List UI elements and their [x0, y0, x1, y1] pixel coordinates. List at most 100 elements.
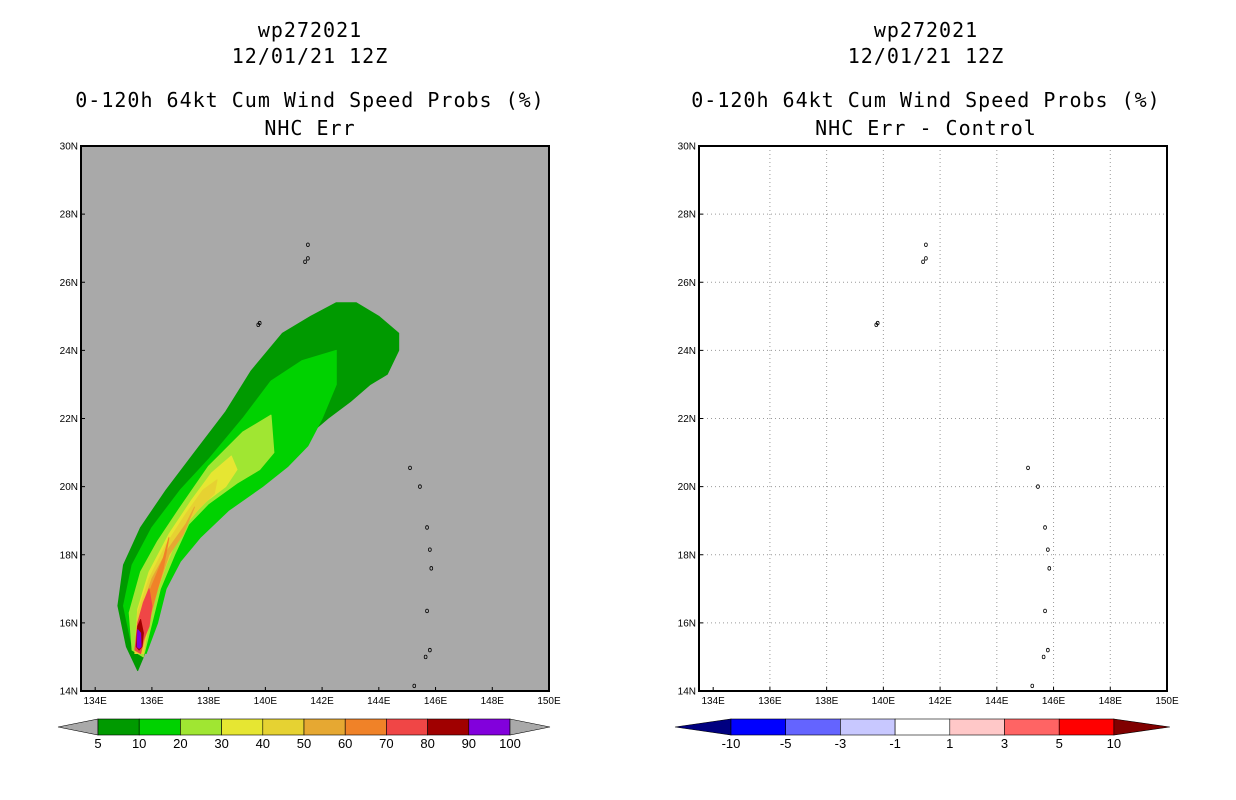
y-tick-label: 24N [60, 346, 78, 357]
panel1-storm-id: wp272021 [257, 18, 363, 42]
x-tick-label: 148E [1099, 696, 1123, 707]
colorbar-label: 50 [297, 736, 311, 751]
panel1-subtitle: NHC Err [264, 116, 356, 140]
colorbar-swatch [386, 718, 428, 736]
x-tick-label: 136E [140, 696, 164, 707]
contour-20pct [128, 414, 275, 658]
island-outline [1043, 608, 1047, 614]
colorbar-swatch [344, 718, 387, 736]
y-tick-label: 28N [60, 210, 78, 221]
colorbar-swatch [303, 718, 346, 736]
x-tick-label: 136E [758, 696, 782, 707]
island-outline [1046, 547, 1050, 552]
colorbar-label: 10 [1107, 736, 1121, 751]
colorbar-label: -1 [889, 736, 901, 751]
y-tick-label: 30N [678, 142, 696, 153]
panel1-datetime: 12/01/21 12Z [231, 44, 389, 68]
island-outline [306, 242, 310, 247]
x-tick-label: 140E [872, 696, 896, 707]
colorbar-swatch [468, 718, 511, 736]
colorbar-low-arrow [57, 718, 99, 736]
island-outline [428, 547, 432, 552]
panel1-product-title: 0-120h 64kt Cum Wind Speed Probs (%) [75, 88, 545, 112]
x-tick-label: 148E [481, 696, 505, 707]
island-outline [303, 259, 307, 265]
x-tick-label: 142E [928, 696, 952, 707]
colorbar-high-arrow [509, 718, 551, 736]
x-tick-label: 140E [254, 696, 278, 707]
colorbar-label: 20 [173, 736, 187, 751]
x-tick-label: 146E [1042, 696, 1066, 707]
contour-10pct [123, 349, 337, 654]
colorbar-swatch [894, 718, 951, 736]
colorbar-swatch [221, 718, 264, 736]
island-outline [256, 322, 261, 328]
colorbar-swatch [1058, 718, 1115, 736]
colorbar-label: 40 [256, 736, 270, 751]
colorbar-label: 90 [462, 736, 476, 751]
panel1-plot: 134E 136E 138E 140E 142E 144E 146E 148E 150E 14N 1… [60, 142, 561, 708]
x-tick-label: 134E [702, 696, 726, 707]
colorbar-swatch [138, 718, 181, 736]
colorbar-swatch [730, 718, 787, 736]
colorbar-swatch [262, 718, 305, 736]
y-tick-label: 26N [60, 278, 78, 289]
island-outline [874, 322, 879, 328]
colorbar-label: 80 [420, 736, 434, 751]
colorbar-swatch [180, 718, 222, 736]
colorbar-label: 5 [94, 736, 101, 751]
colorbar-probability: 5 10 20 30 40 50 60 70 80 90 100 [57, 718, 551, 751]
y-tick-label: 14N [60, 687, 78, 698]
island-outline [428, 647, 432, 653]
panel2-subtitle: NHC Err - Control [815, 116, 1037, 140]
colorbar-label: -3 [835, 736, 847, 751]
panel2-product-title: 0-120h 64kt Cum Wind Speed Probs (%) [691, 88, 1161, 112]
colorbar-swatch [949, 718, 1005, 736]
y-tick-label: 20N [60, 482, 78, 493]
colorbar-swatch [840, 718, 896, 736]
island-outline [1026, 465, 1030, 471]
y-tick-label: 16N [678, 618, 696, 629]
colorbar-swatch [1004, 718, 1060, 736]
y-tick-label: 26N [678, 278, 696, 289]
island-outline [1043, 525, 1047, 530]
y-tick-label: 14N [678, 687, 696, 698]
y-tick-label: 20N [678, 482, 696, 493]
island-outline [429, 566, 434, 571]
colorbar-label: 10 [132, 736, 146, 751]
island-outline [924, 256, 928, 261]
x-tick-label: 150E [537, 696, 561, 707]
y-tick-label: 30N [60, 142, 78, 153]
island-outline [1046, 647, 1050, 653]
y-tick-label: 24N [678, 346, 696, 357]
panel1-title-block: wp272021 12/01/21 12Z 0-120h 64kt Cum Wi… [30, 18, 590, 140]
colorbar-label: 60 [338, 736, 352, 751]
colorbar-difference: -10 -5 -3 -1 1 3 5 10 [674, 718, 1170, 751]
x-tick-label: 134E [84, 696, 108, 707]
y-tick-label: 18N [60, 550, 78, 561]
island-outline [921, 259, 925, 265]
panel2-plot: 134E 136E 138E 140E 142E 144E 146E 148E 150E 14N 1… [678, 142, 1179, 708]
x-tick-label: 144E [367, 696, 391, 707]
island-outline [425, 608, 429, 614]
x-tick-label: 142E [310, 696, 334, 707]
y-tick-label: 22N [60, 414, 78, 425]
island-outline [1047, 566, 1052, 571]
colorbar-label: 70 [379, 736, 393, 751]
island-outline [1041, 654, 1046, 660]
colorbar-label: -5 [780, 736, 792, 751]
island-outline [423, 654, 428, 660]
colorbar-swatch [427, 718, 470, 736]
colorbar-label: -10 [722, 736, 741, 751]
colorbar-label: 1 [946, 736, 953, 751]
panel2-title-block: wp272021 12/01/21 12Z 0-120h 64kt Cum Wi… [646, 18, 1206, 140]
x-tick-label: 146E [424, 696, 448, 707]
island-outline [425, 525, 429, 530]
colorbar-label: 30 [214, 736, 228, 751]
island-outline [306, 256, 310, 261]
x-tick-label: 138E [815, 696, 839, 707]
panel2-datetime: 12/01/21 12Z [847, 44, 1005, 68]
x-tick-label: 150E [1155, 696, 1179, 707]
y-tick-label: 18N [678, 550, 696, 561]
